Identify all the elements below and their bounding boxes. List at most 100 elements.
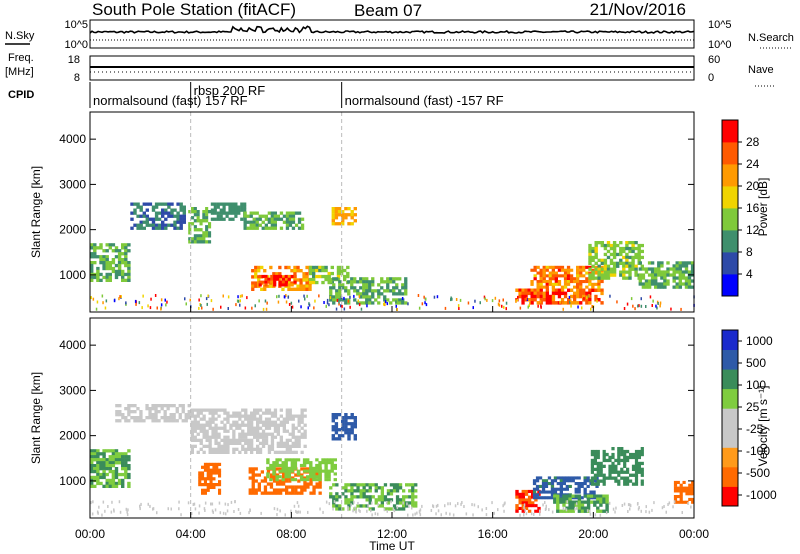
data-cell [331, 434, 335, 438]
data-cell [284, 283, 288, 287]
data-cell [291, 435, 295, 439]
data-cell [631, 267, 635, 271]
x-tick-label: 08:00 [276, 527, 306, 541]
data-cell [102, 467, 106, 471]
data-cell [288, 485, 292, 489]
data-cell [634, 470, 639, 474]
data-cell [205, 435, 209, 439]
data-cell [600, 276, 604, 280]
data-cell [151, 419, 155, 423]
data-cell [623, 455, 627, 460]
data-cell [251, 482, 255, 486]
data-cell [368, 507, 372, 511]
data-cell [212, 465, 216, 469]
data-cell [356, 301, 360, 305]
data-cell [539, 282, 543, 286]
data-cell [329, 492, 333, 496]
data-cell [318, 274, 322, 279]
data-cell [205, 234, 209, 238]
data-cell [368, 495, 372, 499]
data-cell [676, 500, 680, 504]
data-cell [563, 274, 568, 278]
data-cell [368, 280, 372, 284]
data-cell [114, 475, 119, 480]
data-cell [591, 285, 595, 289]
data-cell [631, 473, 636, 477]
data-cell [637, 249, 641, 254]
data-cell [117, 252, 122, 256]
data-cell [196, 237, 200, 241]
data-cell [634, 476, 639, 480]
data-cell [685, 500, 689, 504]
data-cell [121, 261, 125, 265]
data-cell [225, 512, 227, 516]
data-cell [605, 497, 609, 501]
data-cell [620, 476, 624, 480]
data-cell [524, 504, 529, 508]
data-cell [402, 501, 404, 505]
data-cell [142, 202, 146, 206]
data-cell [404, 280, 408, 284]
data-cell [251, 281, 255, 285]
data-cell [634, 461, 639, 466]
data-cell [217, 441, 221, 445]
data-cell [347, 222, 351, 226]
data-cell [681, 273, 686, 277]
data-cell [334, 437, 339, 441]
data-cell [344, 422, 348, 426]
data-cell [599, 509, 603, 513]
data-cell [380, 492, 384, 496]
data-cell [157, 410, 161, 414]
data-cell [395, 483, 400, 487]
data-cell [362, 492, 366, 496]
data-cell [294, 426, 298, 430]
data-cell [300, 420, 304, 424]
data-cell [573, 291, 577, 296]
data-cell [583, 506, 588, 510]
data-cell [102, 452, 106, 456]
data-cell [553, 490, 558, 494]
data-cell [523, 513, 525, 517]
data-cell [331, 413, 335, 417]
data-cell [571, 509, 575, 513]
data-cell [560, 268, 565, 272]
data-cell [485, 513, 488, 517]
data-cell [544, 490, 549, 494]
data-cell [294, 444, 298, 448]
data-cell [285, 411, 289, 415]
data-cell [353, 213, 357, 217]
data-cell [111, 475, 116, 480]
data-cell [594, 249, 598, 254]
data-cell [638, 273, 642, 277]
data-cell [368, 489, 372, 493]
data-cell [285, 479, 289, 483]
data-cell [596, 464, 600, 468]
data-cell [243, 211, 247, 215]
data-cell [291, 226, 296, 230]
data-cell [190, 411, 194, 415]
data-cell [148, 416, 152, 420]
data-cell [114, 461, 119, 465]
data-cell [273, 274, 277, 278]
data-cell [196, 438, 200, 442]
data-cell [248, 467, 252, 471]
data-cell [214, 426, 218, 430]
data-cell [273, 420, 278, 424]
data-cell [623, 479, 627, 483]
data-cell [256, 450, 260, 454]
data-cell [368, 301, 372, 305]
data-cell [637, 467, 641, 471]
data-cell [272, 469, 276, 473]
data-cell [626, 449, 630, 454]
data-cell [139, 413, 143, 417]
data-cell [294, 435, 298, 439]
data-cell [214, 432, 218, 436]
colorbar-tick-label: 500 [746, 356, 766, 370]
data-cell [524, 489, 529, 493]
data-cell [634, 482, 639, 486]
data-cell [151, 217, 156, 221]
data-cell [377, 295, 381, 299]
data-cell [670, 307, 672, 311]
data-cell [279, 479, 283, 483]
